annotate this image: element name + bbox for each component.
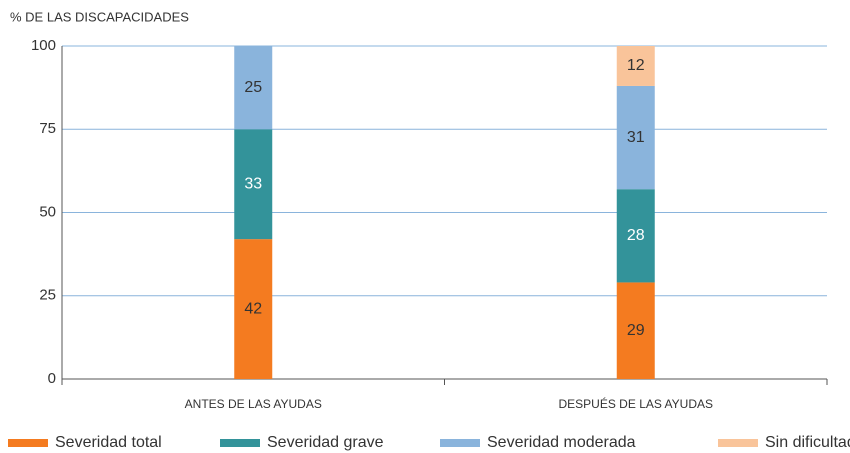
y-tick-label: 0 — [48, 370, 56, 387]
legend-swatch — [718, 439, 758, 447]
legend-label: Severidad total — [55, 434, 162, 451]
data-label: 25 — [244, 79, 262, 96]
legend-label: Severidad moderada — [487, 434, 636, 451]
y-tick-label: 75 — [39, 120, 56, 137]
bar-segment — [234, 129, 273, 240]
y-axis-label: % DE LAS DISCAPACIDADES — [10, 9, 189, 24]
bar-segment — [616, 46, 655, 86]
x-tick-label: ANTES DE LAS AYUDAS — [185, 397, 322, 411]
legend-swatch — [440, 439, 480, 447]
bar-segment — [616, 85, 655, 190]
y-tick-label: 25 — [39, 287, 56, 304]
bar-segment — [234, 239, 273, 379]
legend-swatch — [220, 439, 260, 447]
data-label: 29 — [627, 322, 645, 339]
bar-segment — [616, 189, 655, 283]
bar-segment — [234, 46, 273, 130]
data-label: 12 — [627, 57, 645, 74]
data-label: 31 — [627, 129, 645, 146]
y-tick-label: 100 — [31, 37, 56, 54]
data-label: 28 — [627, 227, 645, 244]
bar-segment — [616, 282, 655, 379]
data-label: 42 — [244, 300, 262, 317]
legend-label: Sin dificultad — [765, 434, 850, 451]
legend-swatch — [8, 439, 48, 447]
x-tick-label: DESPUÉS DE LAS AYUDAS — [559, 396, 714, 411]
legend-label: Severidad grave — [267, 434, 384, 451]
data-label: 33 — [244, 175, 262, 192]
y-tick-label: 50 — [39, 203, 56, 220]
